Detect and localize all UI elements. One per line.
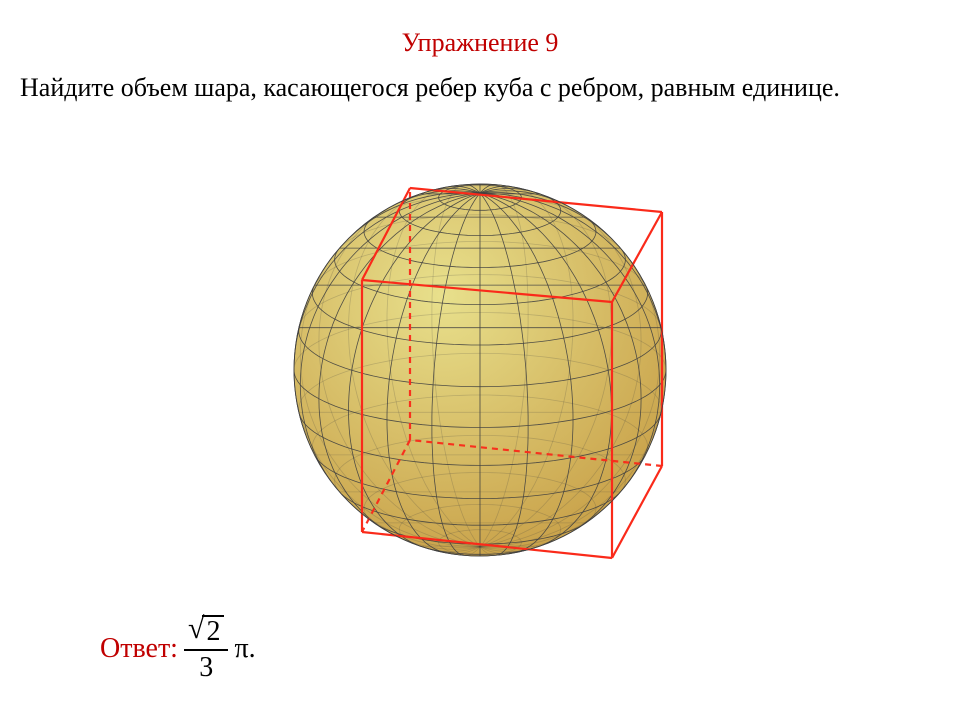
sphere-cube-figure <box>260 160 700 580</box>
problem-body: Найдите объем шара, касающегося ребер ку… <box>20 73 840 102</box>
answer-fraction: √ 2 3 <box>184 615 228 682</box>
fraction-bar <box>184 649 228 651</box>
sqrt-symbol: √ 2 <box>188 615 224 646</box>
exercise-title: Упражнение 9 <box>0 28 960 58</box>
answer-pi: π. <box>234 633 255 665</box>
fraction-denominator: 3 <box>195 653 217 682</box>
answer-label: Ответ: <box>100 633 178 665</box>
title-text: Упражнение 9 <box>402 28 559 57</box>
answer-block: Ответ: √ 2 3 π. <box>100 615 256 682</box>
radicand: 2 <box>202 615 224 646</box>
fraction-numerator: √ 2 <box>184 615 228 646</box>
problem-text: Найдите объем шара, касающегося ребер ку… <box>20 72 940 105</box>
